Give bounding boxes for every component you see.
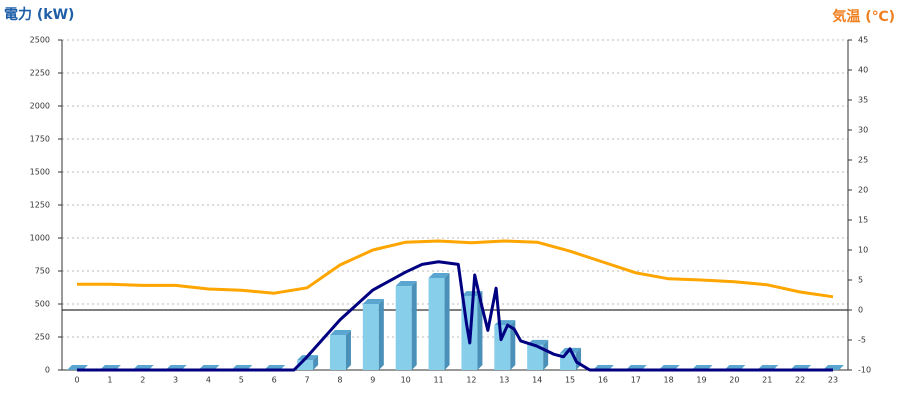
- y-tick-label: 2250: [30, 69, 50, 78]
- bar: [494, 325, 511, 370]
- bar-side: [313, 355, 319, 370]
- bar: [395, 286, 412, 370]
- y2-tick-label: -10: [858, 366, 871, 375]
- y2-tick-label: 40: [858, 66, 868, 75]
- y2-tick-label: 25: [858, 156, 868, 165]
- y2-tick-label: 5: [858, 276, 863, 285]
- bar-side: [510, 320, 516, 370]
- bar-side: [444, 272, 450, 370]
- x-tick-label: 7: [305, 376, 310, 385]
- y-tick-label: 1000: [30, 234, 50, 243]
- x-tick-label: 16: [598, 376, 608, 385]
- bar: [527, 344, 544, 370]
- bar: [362, 304, 379, 370]
- x-tick-label: 6: [272, 376, 277, 385]
- x-tick-label: 15: [565, 376, 575, 385]
- bar-top: [428, 272, 450, 278]
- x-tick-label: 9: [370, 376, 375, 385]
- y-tick-label: 1250: [30, 201, 50, 210]
- y-tick-label: 0: [45, 366, 50, 375]
- y2-tick-label: 45: [858, 36, 868, 45]
- bar-top: [329, 330, 351, 336]
- x-tick-label: 19: [696, 376, 706, 385]
- bar: [428, 277, 445, 370]
- y2-tick-label: 0: [858, 306, 863, 315]
- x-tick-label: 1: [107, 376, 112, 385]
- y2-axis-title: 気温 (℃): [832, 8, 895, 25]
- bar-top: [362, 299, 384, 304]
- line: [77, 260, 833, 372]
- x-tick-label: 13: [499, 376, 509, 385]
- y2-tick-label: 10: [858, 246, 868, 255]
- y-tick-label: 250: [35, 333, 50, 342]
- y-tick-label: 1750: [30, 135, 50, 144]
- y-tick-label: 1500: [30, 168, 50, 177]
- bar-top: [395, 281, 417, 287]
- y2-tick-label: 20: [858, 186, 868, 195]
- y-axis-title: 電力 (kW): [4, 6, 74, 23]
- bar: [297, 360, 314, 370]
- bar-side: [477, 291, 483, 370]
- x-tick-label: 4: [206, 376, 211, 385]
- bar-side: [378, 299, 384, 370]
- x-tick-label: 5: [239, 376, 244, 385]
- x-tick-label: 18: [664, 376, 674, 385]
- x-tick-label: 3: [173, 376, 178, 385]
- y2-tick-label: 35: [858, 96, 868, 105]
- x-tick-label: 20: [729, 376, 739, 385]
- y2-tick-label: -5: [858, 336, 866, 345]
- bar: [329, 335, 346, 370]
- x-tick-label: 10: [401, 376, 411, 385]
- x-tick-label: 2: [140, 376, 145, 385]
- x-tick-label: 23: [828, 376, 838, 385]
- x-tick-label: 8: [337, 376, 342, 385]
- y-tick-label: 2500: [30, 36, 50, 45]
- x-tick-label: 17: [631, 376, 641, 385]
- y-tick-label: 500: [35, 300, 50, 309]
- x-tick-label: 14: [532, 376, 542, 385]
- x-tick-label: 11: [433, 376, 443, 385]
- bar-side: [543, 339, 549, 370]
- x-tick-label: 21: [762, 376, 772, 385]
- bar-side: [411, 281, 417, 370]
- line: [77, 239, 834, 299]
- y2-tick-label: 30: [858, 126, 868, 135]
- bar-side: [345, 330, 351, 370]
- x-tick-label: 22: [795, 376, 805, 385]
- x-tick-label: 12: [466, 376, 476, 385]
- y2-tick-label: 15: [858, 216, 868, 225]
- y-tick-label: 750: [35, 267, 50, 276]
- x-tick-label: 0: [74, 376, 79, 385]
- y-tick-label: 2000: [30, 102, 50, 111]
